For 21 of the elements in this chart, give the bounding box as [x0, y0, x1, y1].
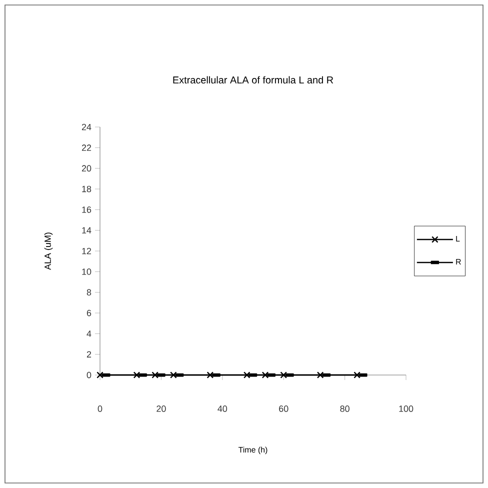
- y-axis-title: ALA (uM): [44, 232, 53, 270]
- x-tick-label: 40: [218, 406, 228, 412]
- y-tick-label: 18: [82, 186, 92, 192]
- y-tick-label: 4: [86, 330, 92, 337]
- y-tick-label: 10: [82, 268, 92, 275]
- y-tick-label: 14: [82, 227, 92, 234]
- y-tick-label: 24: [82, 124, 92, 130]
- x-tick-label: 60: [279, 406, 288, 412]
- y-tick-label: 0: [86, 372, 92, 378]
- x-tick-label: 0: [98, 406, 102, 412]
- x-tick-label: 20: [156, 406, 166, 412]
- y-tick-label: 12: [82, 248, 92, 254]
- y-tick-label: 16: [82, 206, 92, 213]
- y-tick-label: 22: [82, 144, 92, 151]
- x-tick-label: 80: [340, 406, 350, 412]
- x-tick-label: 100: [399, 406, 414, 412]
- chart-title: Extracellular ALA of formula L and R: [173, 76, 334, 84]
- y-tick-label: 20: [82, 165, 92, 172]
- y-tick-label: 8: [86, 289, 92, 296]
- y-tick-label: 2: [86, 351, 92, 358]
- y-tick-label: 6: [86, 310, 92, 316]
